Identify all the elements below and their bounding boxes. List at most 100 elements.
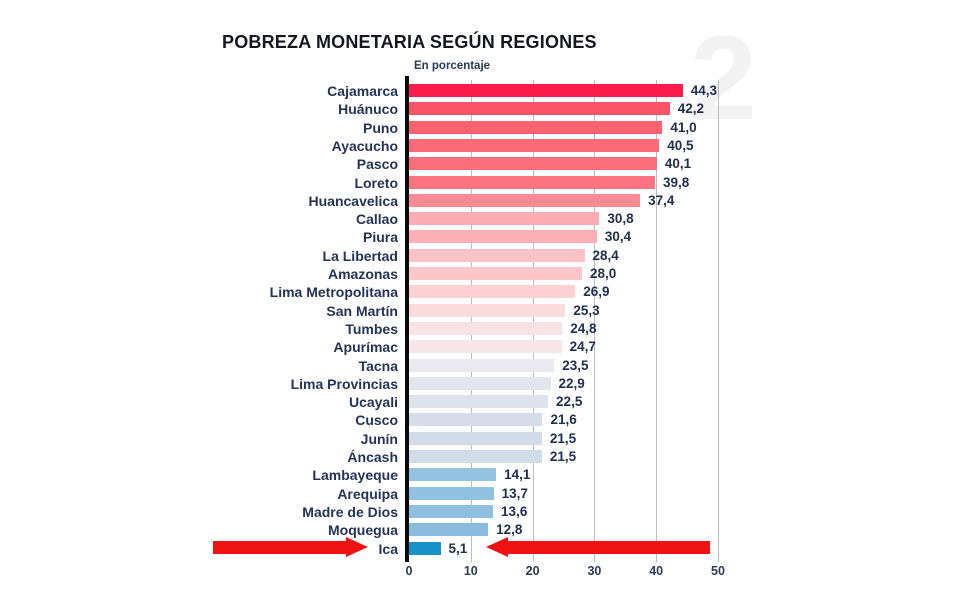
bar-row-piura: Piura 30,4 — [0, 229, 980, 246]
bar — [409, 267, 583, 280]
value-label: 42,2 — [677, 101, 705, 117]
region-label: Pasco — [356, 156, 398, 173]
gridline-x50 — [718, 80, 719, 562]
highlight-arrow-right-icon — [486, 537, 710, 558]
region-label: Ayacucho — [331, 137, 398, 154]
bar — [409, 285, 576, 299]
x-tick-label-10: 10 — [463, 564, 478, 578]
x-tick-label-0: 0 — [405, 564, 413, 578]
region-label: Madre de Dios — [302, 503, 398, 520]
value-label: 22,5 — [556, 394, 583, 410]
bar-row-apurímac: Apurímac 24,7 — [0, 339, 980, 356]
bar — [409, 450, 542, 463]
bar-row-cusco: Cusco 21,6 — [0, 412, 980, 429]
x-tick-label-40: 40 — [649, 564, 664, 578]
bar — [409, 321, 563, 335]
bar — [409, 468, 497, 482]
bar — [409, 303, 566, 317]
region-label: Apurímac — [333, 339, 398, 356]
bar — [409, 541, 441, 555]
bar — [409, 523, 489, 537]
gridline-x40 — [656, 80, 658, 562]
region-label: Loreto — [354, 174, 398, 191]
value-label: 37,4 — [648, 192, 675, 208]
region-label: Lima Metropolitana — [269, 284, 398, 301]
value-label: 21,6 — [550, 412, 577, 428]
bar — [409, 248, 585, 262]
bar-row-lima-metropolitana: Lima Metropolitana 26,9 — [0, 284, 980, 301]
zero-axis-line — [405, 76, 409, 562]
bar-row-puno: Puno 41,0 — [0, 119, 980, 136]
chart-title: POBREZA MONETARIA SEGÚN REGIONES — [222, 32, 597, 52]
gridline-x30 — [594, 80, 596, 562]
region-label: Arequipa — [337, 485, 398, 502]
bar — [409, 230, 597, 244]
region-label: Moquegua — [328, 522, 398, 539]
arrow-body — [213, 541, 346, 554]
region-label: Puno — [363, 119, 398, 136]
region-label: Junín — [360, 430, 398, 447]
bar-row-loreto: Loreto 39,8 — [0, 174, 980, 191]
bar — [409, 157, 657, 171]
bar-row-san-martín: San Martín 25,3 — [0, 302, 980, 319]
highlight-arrow-left-icon — [213, 537, 368, 558]
region-label: Áncash — [347, 449, 398, 465]
bar — [409, 376, 551, 390]
x-tick-label-20: 20 — [525, 564, 540, 578]
value-label: 23,5 — [562, 357, 589, 373]
bar-row-cajamarca: Cajamarca 44,3 — [0, 83, 980, 99]
region-label: Lima Provincias — [290, 375, 398, 392]
bar-row-huancavelica: Huancavelica 37,4 — [0, 192, 980, 209]
value-label: 12,8 — [496, 522, 523, 538]
chart-subtitle: En porcentaje — [414, 60, 491, 72]
region-label: Callao — [355, 211, 398, 228]
value-label: 26,9 — [583, 284, 610, 300]
value-label: 39,8 — [662, 174, 690, 190]
value-label: 21,5 — [549, 430, 577, 446]
bar-row-callao: Callao 30,8 — [0, 211, 980, 228]
region-label: Cusco — [355, 412, 398, 429]
bar-row-huánuco: Huánuco 42,2 — [0, 101, 980, 118]
arrow-head-left-icon — [486, 537, 508, 557]
background-watermark-glyph: 2 — [690, 11, 757, 145]
region-label: Tacna — [358, 357, 398, 374]
bar — [409, 486, 494, 500]
region-label: Tumbes — [345, 320, 398, 337]
bar — [409, 431, 542, 445]
bar-row-ucayali: Ucayali 22,5 — [0, 394, 980, 410]
region-label: Huánuco — [338, 101, 398, 118]
bar — [409, 413, 543, 427]
value-label: 30,8 — [607, 211, 634, 227]
gridline-x10 — [470, 80, 472, 562]
arrow-head-right-icon — [346, 537, 368, 557]
bar-row-áncash: Áncash 21,5 — [0, 449, 980, 465]
region-label: Huancavelica — [308, 192, 399, 209]
value-label: 24,7 — [569, 339, 596, 355]
bar-row-madre-de-dios: Madre de Dios 13,6 — [0, 503, 980, 520]
bar-row-ica: Ica 5,1 — [0, 540, 980, 557]
value-label: 13,6 — [501, 503, 528, 519]
bar — [409, 395, 549, 409]
bar — [409, 102, 670, 116]
region-label: La Libertad — [322, 247, 398, 264]
value-label: 5,1 — [448, 540, 468, 556]
bar-row-la-libertad: La Libertad 28,4 — [0, 247, 980, 264]
bar — [409, 138, 660, 152]
value-label: 40,1 — [664, 156, 692, 172]
region-label: Piura — [362, 229, 398, 246]
bar-row-tacna: Tacna 23,5 — [0, 357, 980, 374]
bar-row-ayacucho: Ayacucho 40,5 — [0, 137, 980, 154]
region-label: Cajamarca — [327, 83, 398, 99]
bar-row-tumbes: Tumbes 24,8 — [0, 320, 980, 337]
region-label: San Martín — [326, 302, 398, 319]
value-label: 41,0 — [670, 119, 697, 135]
bar-row-lambayeque: Lambayeque 14,1 — [0, 467, 980, 484]
value-label: 13,7 — [501, 485, 528, 501]
bar-row-amazonas: Amazonas 28,0 — [0, 266, 980, 282]
bar — [409, 212, 600, 226]
x-tick-label-50: 50 — [711, 564, 725, 578]
region-label: Lambayeque — [312, 467, 398, 484]
value-label: 22,9 — [558, 375, 585, 391]
